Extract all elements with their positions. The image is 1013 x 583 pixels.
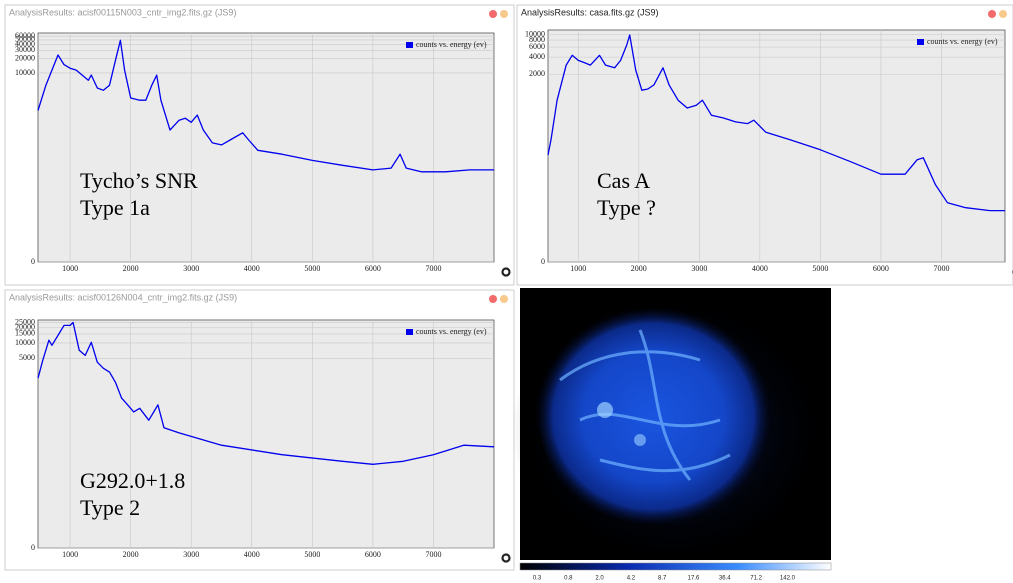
minimize-button[interactable] bbox=[500, 295, 508, 303]
legend-label: counts vs. energy (ev) bbox=[927, 37, 998, 46]
y-tick-label: 0 bbox=[31, 543, 35, 552]
plot-area bbox=[547, 29, 1006, 263]
x-tick-label: 6000 bbox=[365, 264, 381, 273]
window-title: AnalysisResults: acisf00115N003_cntr_img… bbox=[9, 7, 236, 17]
y-tick-label: 5000 bbox=[19, 353, 35, 362]
y-tick-label: 40000 bbox=[15, 39, 35, 48]
y-tick-label: 60000 bbox=[15, 31, 35, 40]
colorbar-label: 36.4 bbox=[719, 576, 731, 582]
close-button[interactable] bbox=[489, 295, 497, 303]
window-title: AnalysisResults: casa.fits.gz (JS9) bbox=[521, 7, 659, 17]
settings-icon[interactable] bbox=[501, 267, 511, 277]
x-tick-label: 1000 bbox=[570, 264, 586, 273]
bright-knot bbox=[597, 402, 613, 418]
window: AnalysisResults: acisf00115N003_cntr_img… bbox=[4, 4, 515, 286]
window-title: AnalysisResults: acisf00126N004_cntr_img… bbox=[9, 292, 237, 302]
y-tick-label: 50000 bbox=[15, 35, 35, 44]
y-tick-label: 10000 bbox=[525, 29, 545, 38]
spectrum-line bbox=[37, 321, 495, 465]
plot-area bbox=[37, 319, 495, 549]
minimize-button[interactable] bbox=[999, 10, 1007, 18]
x-tick-label: 4000 bbox=[244, 550, 260, 559]
y-tick-label: 30000 bbox=[15, 45, 35, 54]
annotation: Tycho’s SNR bbox=[80, 168, 198, 193]
x-tick-label: 3000 bbox=[691, 264, 707, 273]
close-button[interactable] bbox=[988, 10, 996, 18]
settings-icon[interactable] bbox=[501, 553, 511, 563]
y-tick-label: 4000 bbox=[529, 52, 545, 61]
colorbar-label: 0.8 bbox=[564, 576, 573, 582]
y-tick-label: 20000 bbox=[15, 54, 35, 63]
legend-swatch bbox=[406, 42, 413, 48]
y-tick-label: 6000 bbox=[529, 42, 545, 51]
y-tick-label: 0 bbox=[541, 257, 545, 266]
x-tick-label: 4000 bbox=[244, 264, 260, 273]
window: AnalysisResults: casa.fits.gz (JS9) 1000 2… bbox=[516, 4, 1013, 286]
x-tick-label: 5000 bbox=[304, 264, 320, 273]
annotation: Type ? bbox=[597, 195, 656, 220]
legend-swatch bbox=[406, 329, 413, 335]
y-tick-label: 25000 bbox=[15, 317, 35, 326]
x-tick-label: 3000 bbox=[183, 264, 199, 273]
x-tick-label: 2000 bbox=[631, 264, 647, 273]
colorbar-label: 17.6 bbox=[688, 576, 700, 582]
x-tick-label: 7000 bbox=[425, 264, 441, 273]
x-tick-label: 5000 bbox=[304, 550, 320, 559]
colorbar-label: 0.3 bbox=[533, 576, 542, 582]
plot-area bbox=[37, 32, 495, 263]
x-tick-label: 1000 bbox=[62, 550, 78, 559]
colorbar-label: 4.2 bbox=[627, 576, 636, 582]
legend-label: counts vs. energy (ev) bbox=[416, 40, 487, 49]
legend-label: counts vs. energy (ev) bbox=[416, 327, 487, 336]
spectrum-line bbox=[37, 39, 494, 173]
nebula bbox=[535, 307, 772, 526]
close-button[interactable] bbox=[489, 10, 497, 18]
y-tick-label: 20000 bbox=[15, 322, 35, 331]
x-tick-label: 2000 bbox=[123, 264, 139, 273]
colorbar bbox=[519, 562, 832, 571]
x-tick-label: 7000 bbox=[425, 550, 441, 559]
colorbar-label: 8.7 bbox=[658, 576, 667, 582]
y-tick-label: 0 bbox=[31, 257, 35, 266]
y-tick-label: 10000 bbox=[15, 338, 35, 347]
x-tick-label: 4000 bbox=[752, 264, 768, 273]
bright-knot bbox=[634, 434, 646, 446]
x-tick-label: 2000 bbox=[123, 550, 139, 559]
annotation: G292.0+1.8 bbox=[80, 468, 185, 493]
annotation: Cas A bbox=[597, 168, 650, 193]
y-tick-label: 10000 bbox=[15, 68, 35, 77]
colorbar-label: 71.2 bbox=[750, 576, 762, 582]
y-tick-label: 2000 bbox=[529, 69, 545, 78]
legend-swatch bbox=[917, 39, 924, 45]
y-tick-label: 15000 bbox=[15, 329, 35, 338]
x-tick-label: 6000 bbox=[873, 264, 889, 273]
colorbar-label: 2.0 bbox=[595, 576, 604, 582]
x-tick-label: 7000 bbox=[933, 264, 949, 273]
spectrum-line bbox=[547, 34, 1005, 212]
annotation: Type 1a bbox=[80, 195, 150, 220]
nebula-filaments bbox=[559, 329, 731, 481]
x-tick-label: 6000 bbox=[365, 550, 381, 559]
colorbar-label: 142.0 bbox=[780, 576, 796, 582]
minimize-button[interactable] bbox=[500, 10, 508, 18]
x-tick-label: 1000 bbox=[62, 264, 78, 273]
y-tick-label: 8000 bbox=[529, 35, 545, 44]
window: AnalysisResults: acisf00126N004_cntr_img… bbox=[4, 289, 515, 571]
image-panel bbox=[512, 288, 832, 571]
x-tick-label: 3000 bbox=[183, 550, 199, 559]
annotation: Type 2 bbox=[80, 495, 140, 520]
x-tick-label: 5000 bbox=[812, 264, 828, 273]
